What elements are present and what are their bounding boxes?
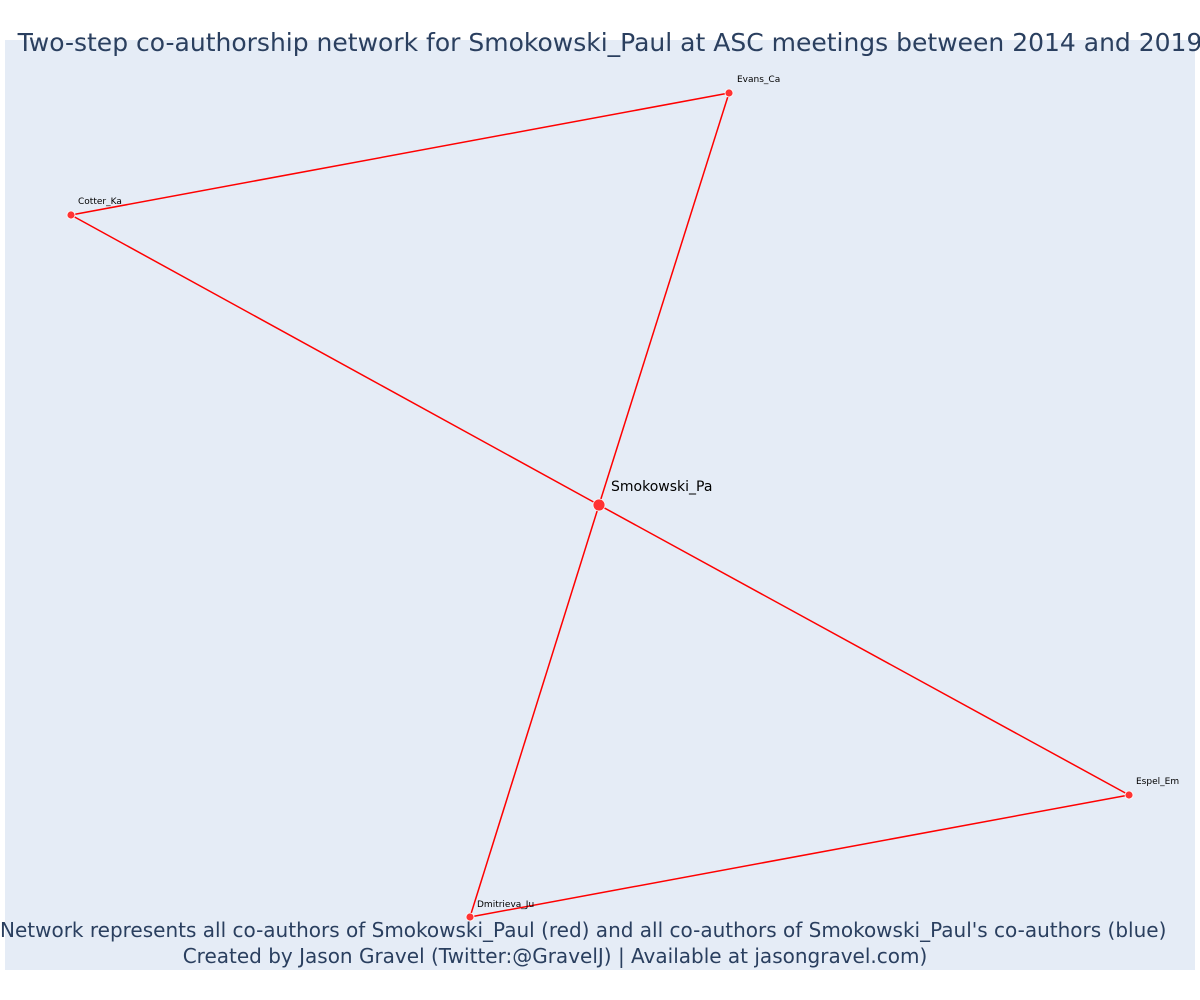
node-label-evans: Evans_Ca <box>737 75 780 85</box>
node-cotter[interactable] <box>66 210 76 220</box>
node-label-smokowski: Smokowski_Pa <box>611 479 712 495</box>
edge-smokowski-espel <box>598 504 1130 796</box>
chart-title: Two-step co-authorship network for Smoko… <box>17 28 1200 57</box>
labels-layer: Smokowski_Pa Evans_Ca Cotter_Ka Espel_Em Dmi… <box>78 75 1179 910</box>
node-label-cotter: Cotter_Ka <box>78 197 122 207</box>
node-label-dmitrieva: Dmitrieva_Ju <box>477 900 534 910</box>
node-label-espel: Espel_Em <box>1136 777 1179 787</box>
edges-layer <box>70 92 1130 918</box>
edge-evans-cotter <box>70 92 730 216</box>
node-smokowski[interactable] <box>592 498 606 512</box>
footer-credit: Created by Jason Gravel (Twitter:@Gravel… <box>182 944 928 968</box>
edge-espel-dmitrieva <box>469 794 1130 918</box>
node-evans[interactable] <box>724 88 734 98</box>
footer-description: Network represents all co-authors of Smo… <box>0 918 1167 942</box>
node-espel[interactable] <box>1124 790 1134 800</box>
nodes-layer <box>66 88 1134 922</box>
edge-cotter-smokowski <box>70 214 600 506</box>
edge-smokowski-dmitrieva <box>469 504 600 918</box>
edge-evans-smokowski <box>598 92 730 506</box>
node-dmitrieva[interactable] <box>465 912 475 922</box>
